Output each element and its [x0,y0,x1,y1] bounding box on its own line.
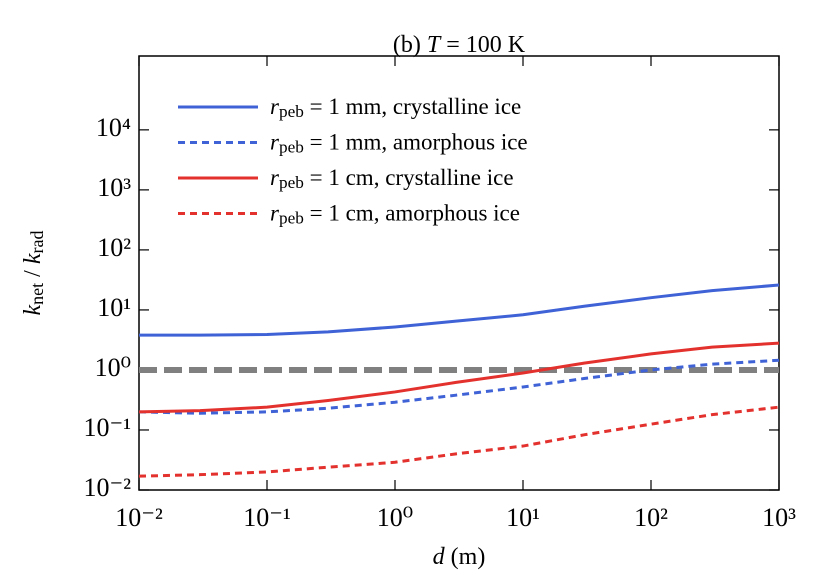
x-tick-label: 10¹ [506,503,540,532]
plot-frame [138,55,780,491]
legend-label: rpeb = 1 cm, crystalline ice [270,165,514,192]
x-tick-label: 10⁻¹ [243,503,291,532]
legend-label: rpeb = 1 mm, amorphous ice [270,130,528,157]
x-axis-label: d (m) [433,544,486,570]
y-tick-label: 10¹ [97,293,131,322]
y-tick-label: 10⁻¹ [83,413,131,442]
x-tick-label: 10³ [762,503,796,532]
y-tick-label: 10³ [97,173,131,202]
chart-title: (b) T = 100 K [393,32,526,58]
y-tick-label: 10⁻² [83,473,131,502]
y-tick-label: 10⁴ [96,113,131,142]
y-tick-label: 10² [97,233,131,262]
series-line [138,358,780,415]
series-line [138,341,780,414]
legend-label: rpeb = 1 mm, crystalline ice [270,94,521,121]
x-tick-label: 10⁻² [115,503,163,532]
series-line [139,283,780,337]
x-tick-label: 10² [634,503,668,532]
y-axis-label: knet / krad [20,231,47,316]
legend-label: rpeb = 1 cm, amorphous ice [270,201,520,228]
x-tick-label: 10⁰ [377,503,413,532]
series-line [138,405,780,478]
y-tick-label: 10⁰ [95,353,131,382]
